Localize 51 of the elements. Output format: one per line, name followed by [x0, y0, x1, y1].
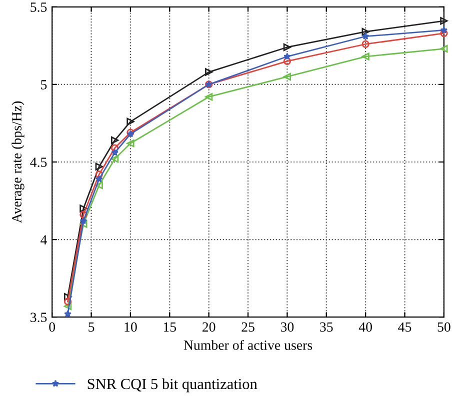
point: [284, 52, 291, 60]
y-axis-title: Average rate (bps/Hz): [12, 101, 24, 224]
x-tick-label: 0: [49, 322, 56, 332]
point: [205, 68, 213, 76]
point: [440, 26, 448, 34]
point: [440, 17, 448, 25]
point: [95, 175, 103, 182]
y-tick-label: 3.5: [30, 312, 47, 322]
point: [64, 293, 72, 301]
point: [64, 302, 72, 310]
point: [80, 220, 88, 228]
point: [110, 155, 119, 163]
point: [283, 43, 292, 52]
point: [80, 210, 88, 219]
y-tick-label: 4: [40, 235, 48, 244]
x-tick-label: 25: [242, 322, 254, 332]
point: [111, 148, 118, 156]
point: [80, 204, 88, 212]
x-tick-label: 35: [320, 322, 333, 332]
point: [362, 40, 370, 48]
point: [205, 93, 213, 101]
point: [80, 217, 88, 224]
point: [283, 57, 292, 66]
point: [362, 52, 370, 60]
x-tick-label: 30: [280, 322, 294, 332]
point: [95, 162, 103, 170]
legend-label: SNR CQI 5 bit quantization: [88, 378, 258, 392]
point: [362, 32, 370, 40]
point: [95, 181, 103, 190]
point: [110, 144, 119, 152]
x-tick-label: 20: [202, 322, 216, 332]
y-tick-label: 5.5: [30, 2, 47, 12]
point: [126, 140, 134, 148]
point: [110, 136, 119, 144]
x-axis-title: Number of active users: [184, 340, 312, 350]
x-tick-label: 40: [358, 322, 372, 332]
point: [64, 310, 72, 318]
point: [95, 170, 103, 178]
point: [440, 44, 448, 53]
point: [440, 29, 448, 38]
point: [64, 298, 72, 306]
point: [362, 28, 370, 36]
x-tick-label: 5: [88, 322, 94, 332]
x-tick-label: 15: [164, 322, 176, 332]
x-tick-label: 10: [124, 322, 137, 332]
x-tick-label: 50: [438, 322, 450, 332]
point: [126, 118, 134, 126]
x-tick-label: 45: [398, 322, 412, 332]
y-tick-label: 5: [41, 80, 47, 90]
y-tick-label: 4.5: [30, 158, 47, 168]
point: [283, 72, 292, 81]
